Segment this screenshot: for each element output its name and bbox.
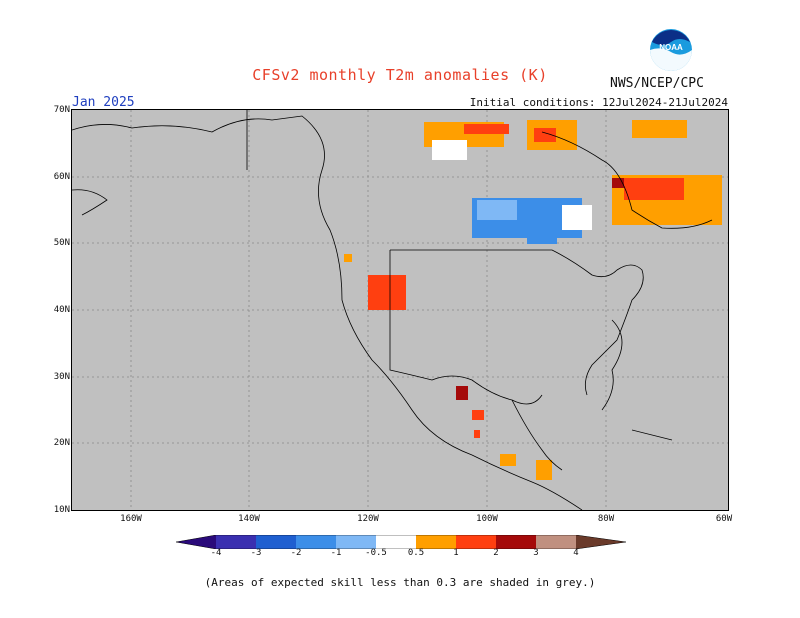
- footnote: (Areas of expected skill less than 0.3 a…: [204, 576, 596, 589]
- lon-label: 60W: [715, 514, 733, 524]
- map-panel: [71, 109, 729, 511]
- colorbar-tick: 0.5: [407, 548, 425, 558]
- lat-label: 40N: [53, 305, 70, 315]
- colorbar-tick: 2: [493, 548, 499, 558]
- noaa-logo-icon: NOAA: [650, 29, 692, 71]
- colorbar-tick: -0.5: [365, 548, 387, 558]
- lon-label: 160W: [120, 514, 142, 524]
- anomaly-patches: [344, 120, 722, 480]
- colorbar: [176, 535, 626, 549]
- colorbar-tick: -4: [210, 548, 222, 558]
- lon-label: 100W: [476, 514, 498, 524]
- colorbar-tick: 1: [453, 548, 459, 558]
- lon-label: 80W: [597, 514, 615, 524]
- lat-label: 10N: [53, 505, 70, 515]
- agency-label: NWS/NCEP/CPC: [610, 76, 704, 91]
- colorbar-tick: -2: [290, 548, 302, 558]
- lon-label: 120W: [357, 514, 379, 524]
- initial-conditions: Initial conditions: 12Jul2024-21Jul2024: [469, 96, 728, 109]
- lat-label: 50N: [53, 238, 70, 248]
- lat-label: 30N: [53, 372, 70, 382]
- colorbar-tick: 4: [573, 548, 579, 558]
- map-canvas: [71, 110, 728, 511]
- lat-label: 20N: [53, 438, 70, 448]
- colorbar-tick: -3: [250, 548, 262, 558]
- chart-title: CFSv2 monthly T2m anomalies (K): [252, 66, 548, 84]
- lat-label: 70N: [53, 105, 70, 115]
- lat-label: 60N: [53, 172, 70, 182]
- logo-text: NOAA: [659, 43, 683, 52]
- forecast-month: Jan 2025: [72, 95, 135, 110]
- lon-label: 140W: [238, 514, 260, 524]
- colorbar-tick: -1: [330, 548, 342, 558]
- colorbar-tick: 3: [533, 548, 539, 558]
